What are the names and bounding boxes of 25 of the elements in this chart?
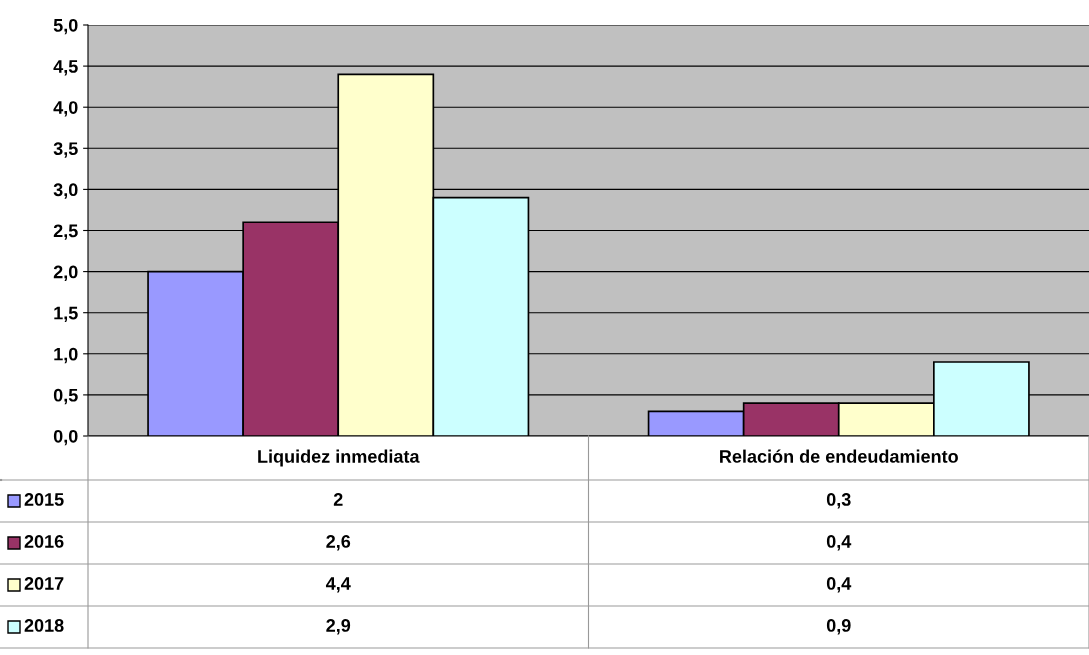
y-tick-label: 0,0 [53, 429, 78, 446]
x-tick-label: Liquidez inmediata [258, 449, 420, 467]
data-label: 0,3 [826, 493, 851, 509]
y-tick-label: 1,5 [54, 306, 78, 323]
y-tick-label: 1,0 [54, 347, 78, 364]
y-tick-label: 2,0 [53, 265, 78, 281]
legend-label: 2015 [24, 493, 64, 506]
y-tick-label: 0,5 [53, 388, 78, 405]
legend-label: 2018 [24, 619, 64, 632]
y-tick-label: 4,0 [53, 101, 78, 117]
data-label: 0,4 [826, 577, 852, 593]
data-label: 2,6 [326, 535, 351, 551]
y-tick-label: 4,5 [53, 60, 78, 76]
data-label: 0,4 [826, 535, 852, 551]
y-tick-label: 3,0 [53, 183, 78, 199]
data-label: 2 [333, 493, 343, 506]
y-tick-label: 2,5 [53, 224, 78, 240]
data-label: 4,4 [325, 577, 351, 593]
y-tick-label: 5,0 [53, 18, 78, 35]
legend-label: 2017 [24, 577, 64, 590]
data-label: 2,9 [326, 619, 351, 635]
data-label: 0,9 [826, 619, 851, 635]
legend-label: 2016 [24, 535, 64, 548]
y-tick-label: 3,5 [53, 142, 78, 158]
x-tick-label: Relación de endeudamiento [720, 449, 958, 463]
